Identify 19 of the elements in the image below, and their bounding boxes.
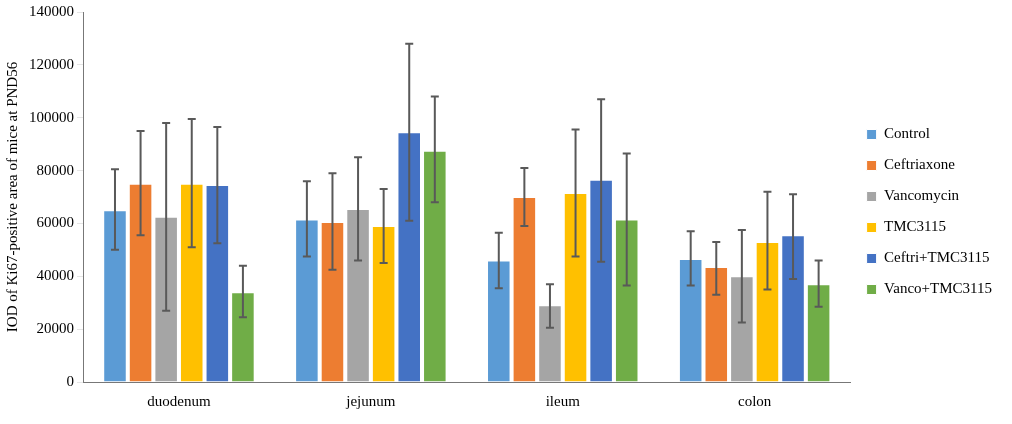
x-tick-label: colon — [737, 392, 772, 409]
legend-label: TMC3115 — [884, 218, 947, 235]
legend-label: Ceftri+TMC3115 — [884, 249, 990, 266]
y-tick-label: 20000 — [36, 320, 74, 337]
y-tick-label: 40000 — [36, 267, 74, 284]
legend-label: Ceftriaxone — [884, 156, 956, 173]
legend-label: Vanco+TMC3115 — [884, 280, 993, 297]
x-tick-label: duodenum — [147, 392, 211, 409]
x-tick-label: ileum — [545, 392, 581, 409]
x-tick-label: jejunum — [345, 392, 396, 409]
legend-label: Control — [884, 125, 930, 142]
y-tick-label: 120000 — [29, 55, 74, 72]
y-tick-label: 140000 — [29, 2, 74, 19]
y-tick-label: 100000 — [29, 108, 74, 125]
y-tick-label: 0 — [66, 372, 74, 389]
legend-label: Vancomycin — [884, 187, 960, 204]
y-tick-label: 60000 — [36, 214, 74, 231]
y-tick-label: 80000 — [36, 161, 74, 178]
y-axis-title: IOD of Ki67-positive area of mice at PND56 — [3, 61, 20, 333]
